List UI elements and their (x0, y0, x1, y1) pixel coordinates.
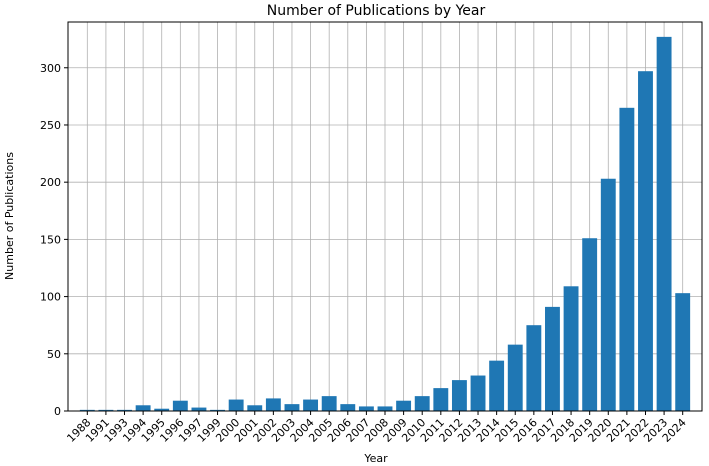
bar-2011 (433, 388, 449, 411)
bar-2016 (526, 325, 542, 411)
bar-2007 (358, 406, 374, 411)
bar-2008 (377, 406, 393, 411)
bar-2020 (600, 178, 616, 411)
bar-2019 (582, 238, 598, 411)
bar-2018 (563, 286, 579, 411)
y-tick-label: 150 (40, 233, 61, 246)
bar-2009 (396, 400, 412, 411)
bar-2021 (619, 107, 635, 411)
bar-2013 (470, 375, 486, 411)
bar-2024 (675, 293, 691, 411)
bar-2017 (545, 306, 560, 411)
bar-2022 (638, 71, 653, 412)
bar-2023 (656, 36, 672, 411)
x-axis-label: Year (363, 452, 388, 465)
y-tick-label: 50 (47, 348, 61, 361)
bar-2003 (284, 404, 300, 411)
bar-2014 (489, 360, 505, 411)
bar-2001 (247, 405, 263, 411)
bar-2002 (265, 398, 281, 411)
y-tick-label: 0 (54, 405, 61, 418)
bar-2012 (451, 380, 467, 411)
bar-1988 (79, 409, 95, 411)
bar-1996 (172, 400, 188, 411)
bar-1997 (191, 407, 207, 411)
bar-1994 (135, 405, 151, 411)
bar-2015 (507, 344, 523, 411)
bar-1993 (117, 409, 132, 411)
x-ticks: 1988199119931994199519961997199920002001… (64, 411, 689, 445)
bar-2004 (303, 399, 319, 411)
y-tick-label: 300 (40, 62, 61, 75)
y-axis-label: Number of Publications (3, 152, 16, 280)
plot-frame (67, 21, 703, 412)
y-ticks: 0 50 100 150 200 250 300 (40, 62, 68, 418)
bars (79, 36, 691, 412)
y-tick-label: 200 (40, 176, 61, 189)
y-tick-label: 250 (40, 119, 61, 132)
y-tick-label: 100 (40, 291, 61, 304)
chart-title: Number of Publications by Year (267, 3, 486, 19)
bar-2010 (414, 396, 430, 411)
bar-1991 (98, 409, 114, 411)
bar-2000 (228, 399, 244, 411)
bar-2005 (321, 396, 337, 411)
bar-1999 (210, 409, 225, 411)
bar-2006 (340, 404, 356, 411)
bar-1995 (154, 408, 170, 411)
